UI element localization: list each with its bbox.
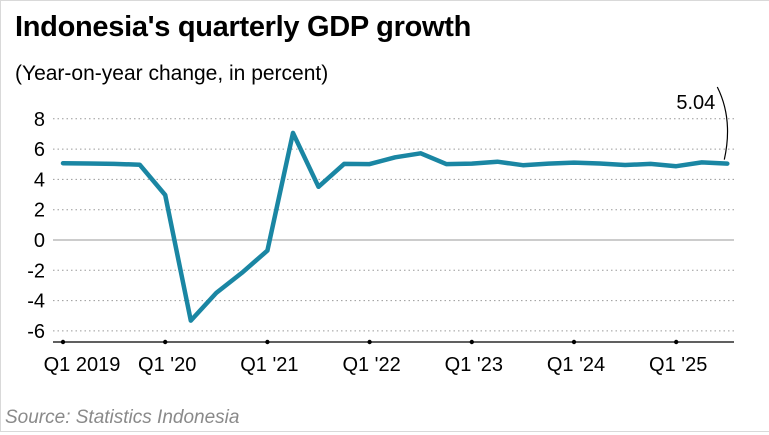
x-tick-mark [469,339,474,345]
grid-layer [53,118,734,332]
annotation-label: 5.04 [676,92,715,114]
x-tick-label: Q1 '24 [547,354,605,376]
source-note: Source: Statistics Indonesia [5,407,240,428]
axis-layer [53,339,734,345]
x-tick-mark [367,339,372,345]
x-tick-mark [265,339,270,345]
chart-subtitle: (Year-on-year change, in percent) [15,62,329,85]
label-layer: 8 6 4 2 0 -2 -4 -6 Q1 2019 Q1 '20 Q1 '21 Q1 '22 Q1 '… [27,86,729,376]
x-tick-label: Q1 2019 [44,354,121,376]
series-layer [60,130,730,323]
gdp-growth-line [60,130,730,323]
y-tick-label: -2 [27,260,45,282]
y-tick-label: -6 [27,321,45,343]
annotation-leader-line [716,86,729,160]
x-tick-mark [60,339,66,345]
y-tick-label: -4 [27,291,45,313]
x-tick-label: Q1 '25 [649,354,707,376]
x-tick-label: Q1 '22 [342,354,400,376]
y-tick-label: 6 [34,139,45,161]
x-tick-label: Q1 '21 [240,354,298,376]
x-tick-mark [163,339,168,345]
x-tick-mark [571,339,577,345]
y-tick-label: 0 [34,230,45,252]
y-tick-label: 2 [34,200,45,222]
chart-title: Indonesia's quarterly GDP growth [15,11,472,43]
x-tick-label: Q1 '23 [445,354,503,376]
y-tick-label: 8 [34,109,45,131]
x-tick-mark [674,339,679,345]
x-tick-label: Q1 '20 [138,354,196,376]
y-tick-label: 4 [34,169,45,191]
